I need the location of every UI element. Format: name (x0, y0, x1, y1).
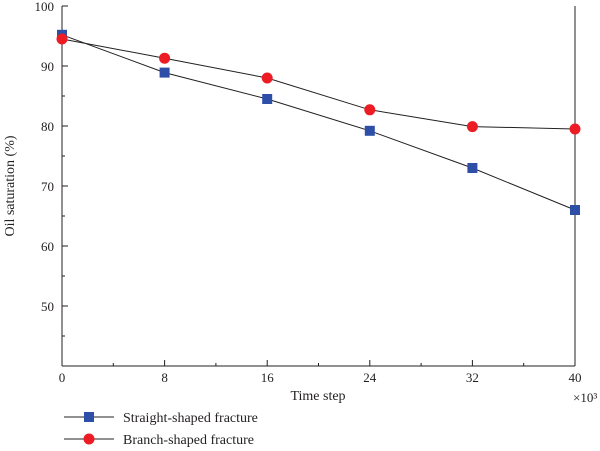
x-tick-label: 16 (261, 370, 275, 385)
data-point-square (467, 163, 478, 173)
legend-circle-marker (83, 433, 95, 445)
x-axis-multiplier: ×10³ (573, 390, 597, 405)
legend-label-straight: Straight-shaped fracture (123, 411, 258, 426)
y-tick-label: 60 (41, 239, 54, 254)
legend-square-marker (84, 412, 94, 422)
y-tick-label: 100 (35, 0, 55, 14)
x-tick-label: 40 (569, 370, 582, 385)
data-point-square (364, 125, 375, 136)
x-axis-ticks: 0 8 16 24 32 40 (59, 360, 582, 385)
y-tick-label: 70 (41, 179, 54, 194)
data-point-circle (261, 72, 273, 84)
y-tick-label: 50 (41, 299, 54, 314)
y-tick-label: 90 (41, 59, 54, 74)
legend-label-branch: Branch-shaped fracture (123, 433, 254, 448)
legend: Straight-shaped fracture Branch-shaped f… (64, 411, 258, 448)
x-tick-label: 32 (466, 370, 479, 385)
data-point-square (570, 205, 580, 215)
x-tick-label: 8 (161, 370, 168, 385)
x-tick-label: 24 (363, 370, 377, 385)
data-point-circle (56, 33, 68, 45)
data-point-circle (569, 123, 581, 135)
series-layer (56, 29, 581, 215)
data-point-circle (466, 121, 478, 133)
data-point-square (262, 94, 273, 104)
series-line-1 (61, 38, 576, 130)
x-tick-label: 0 (59, 370, 66, 385)
x-axis-title: Time step (290, 389, 345, 404)
data-point-circle (364, 104, 376, 116)
series-line-0 (61, 34, 576, 211)
y-tick-label: 80 (41, 119, 54, 134)
y-axis-ticks: 50 60 70 80 90 100 (35, 0, 68, 367)
data-point-square (159, 67, 170, 78)
y-axis-title: Oil saturation (%) (3, 135, 18, 236)
data-point-circle (159, 52, 171, 64)
